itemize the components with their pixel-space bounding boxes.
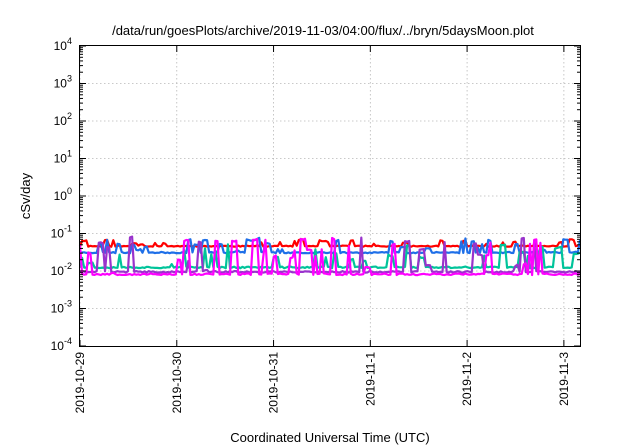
x-tick-label: 2019-11-1 — [363, 352, 377, 406]
y-tick-label: 102 — [54, 111, 72, 128]
series-layer — [78, 235, 582, 277]
series-line-5 — [78, 236, 581, 277]
y-tick-label: 101 — [54, 149, 72, 166]
y-tick-label: 104 — [54, 36, 72, 53]
y-axis: 10-4 10-3 10-2 10-1 100 101 102 103 104 — [51, 36, 580, 353]
x-axis-label: Coordinated Universal Time (UTC) — [230, 430, 429, 445]
x-tick-label: 2019-11-2 — [460, 352, 474, 406]
chart-title: /data/run/goesPlots/archive/2019-11-03/0… — [112, 23, 534, 38]
y-tick-label: 10-1 — [51, 224, 72, 241]
y-axis-label: cSv/day — [18, 172, 33, 219]
plot-frame — [79, 45, 581, 347]
x-tick-label: 2019-11-3 — [557, 352, 571, 406]
grid-layer — [79, 46, 580, 346]
series-line-1 — [78, 238, 581, 248]
x-tick-label: 2019-10-31 — [267, 352, 281, 414]
x-axis: 2019-10-29 2019-10-30 2019-10-31 2019-11-1 2… — [73, 46, 571, 413]
x-tick-label: 2019-10-29 — [73, 352, 87, 414]
y-tick-label: 10-3 — [51, 299, 72, 316]
y-tick-label: 100 — [54, 186, 72, 203]
y-tick-label: 103 — [54, 74, 72, 91]
x-tick-label: 2019-10-30 — [170, 352, 184, 414]
y-tick-label: 10-4 — [51, 336, 72, 353]
y-tick-label: 10-2 — [51, 261, 72, 278]
series-line-2 — [79, 236, 582, 255]
